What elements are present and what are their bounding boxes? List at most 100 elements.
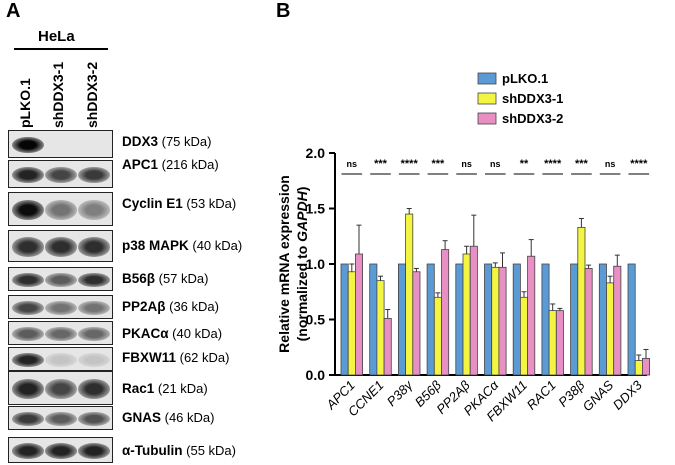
bar-shddx3-2 bbox=[441, 249, 450, 376]
blot-strip-5 bbox=[8, 267, 113, 291]
blot-band bbox=[12, 352, 44, 368]
bar-shddx3-1 bbox=[405, 213, 414, 376]
blot-protein-size: (55 kDa) bbox=[182, 443, 236, 458]
blot-strip-4 bbox=[8, 230, 113, 262]
bar-shddx3-1 bbox=[433, 296, 442, 376]
blot-label: B56β (57 kDa) bbox=[122, 271, 208, 286]
legend-swatch bbox=[477, 72, 497, 85]
blot-protein-name: B56β bbox=[122, 271, 156, 286]
blot-band bbox=[78, 352, 110, 368]
blot-band bbox=[45, 411, 77, 427]
blot-band bbox=[45, 326, 77, 342]
blot-strip-10 bbox=[8, 406, 113, 430]
bar-shddx3-2 bbox=[613, 265, 622, 376]
blot-band bbox=[78, 166, 110, 184]
blot-protein-name: FBXW11 bbox=[122, 350, 177, 365]
blot-strip-7 bbox=[8, 321, 113, 345]
blot-band bbox=[78, 411, 110, 427]
blot-protein-name: PKACα bbox=[122, 326, 169, 341]
blot-protein-size: (75 kDa) bbox=[158, 134, 212, 149]
blot-strip-2 bbox=[8, 160, 113, 188]
blot-protein-name: PP2Aβ bbox=[122, 299, 166, 314]
bar-plko-1 bbox=[340, 263, 349, 376]
panel-a-label: A bbox=[6, 0, 21, 22]
y-tick-label: 2.0 bbox=[306, 145, 326, 161]
blot-protein-name: GNAS bbox=[122, 410, 162, 425]
blot-band bbox=[12, 378, 44, 400]
blot-band bbox=[45, 166, 77, 184]
blot-label: FBXW11 (62 kDa) bbox=[122, 350, 229, 365]
bar-shddx3-2 bbox=[383, 317, 392, 376]
blot-protein-size: (216 kDa) bbox=[158, 157, 219, 172]
blot-protein-name: APC1 bbox=[122, 157, 159, 172]
significance-label: ns bbox=[347, 159, 358, 169]
bar-plko-1 bbox=[426, 263, 435, 376]
bar-shddx3-1 bbox=[520, 296, 529, 376]
bar-shddx3-2 bbox=[642, 357, 651, 376]
bar-shddx3-1 bbox=[634, 360, 643, 376]
blot-protein-size: (62 kDa) bbox=[176, 350, 230, 365]
blot-band bbox=[45, 443, 77, 459]
blot-band bbox=[12, 326, 44, 342]
legend-label: shDDX3-2 bbox=[502, 111, 563, 126]
blot-label: PKACα (40 kDa) bbox=[122, 326, 222, 341]
significance-label: *** bbox=[431, 158, 445, 170]
blot-band bbox=[78, 443, 110, 459]
x-tick-label: DDX3 bbox=[610, 377, 646, 413]
legend-swatch bbox=[477, 92, 497, 105]
significance-label: *** bbox=[374, 158, 388, 170]
blot-strip-1 bbox=[8, 130, 113, 158]
blot-label: p38 MAPK (40 kDa) bbox=[122, 238, 242, 253]
bar-plko-1 bbox=[397, 263, 406, 376]
y-tick-label: 1.5 bbox=[306, 201, 326, 217]
blot-band bbox=[78, 272, 110, 288]
blot-band bbox=[78, 326, 110, 342]
western-blot-panel: A HeLa pLKO.1 shDDX3-1 shDDX3-2 DDX3 (75… bbox=[0, 0, 300, 465]
bar-plko-1 bbox=[598, 263, 607, 376]
legend-swatch bbox=[477, 112, 497, 125]
blot-band bbox=[45, 272, 77, 288]
bar-shddx3-2 bbox=[412, 271, 421, 376]
blot-label: APC1 (216 kDa) bbox=[122, 157, 219, 172]
x-tick-label: GNAS bbox=[580, 377, 617, 414]
blot-band bbox=[45, 237, 77, 257]
y-tick-label: 0.5 bbox=[306, 312, 326, 328]
bar-shddx3-2 bbox=[555, 310, 564, 376]
blot-strip-8 bbox=[8, 347, 113, 371]
blot-band bbox=[12, 199, 44, 221]
blot-protein-size: (46 kDa) bbox=[161, 410, 215, 425]
blot-protein-name: α-Tubulin bbox=[122, 443, 183, 458]
bar-shddx3-2 bbox=[469, 245, 478, 376]
blot-band bbox=[12, 411, 44, 427]
blot-protein-size: (53 kDa) bbox=[182, 196, 237, 211]
significance-label: **** bbox=[544, 158, 562, 170]
blot-band bbox=[45, 352, 77, 368]
blot-protein-name: Cyclin E1 bbox=[122, 196, 183, 211]
significance-label: *** bbox=[575, 158, 589, 170]
bar-plko-1 bbox=[627, 263, 636, 376]
bar-shddx3-2 bbox=[498, 266, 507, 376]
bar-plko-1 bbox=[541, 263, 550, 376]
blot-band bbox=[45, 300, 77, 316]
significance-label: ns bbox=[490, 159, 501, 169]
bar-plko-1 bbox=[512, 263, 521, 376]
y-axis-label-line2: (normalized to GAPDH) bbox=[294, 187, 310, 342]
blot-band bbox=[12, 300, 44, 316]
blot-protein-name: p38 MAPK bbox=[122, 238, 189, 253]
significance-label: ns bbox=[605, 159, 616, 169]
bar-plko-1 bbox=[570, 263, 579, 376]
bar-shddx3-2 bbox=[584, 268, 593, 376]
blot-label: Rac1 (21 kDa) bbox=[122, 381, 208, 396]
bar-shddx3-1 bbox=[577, 226, 586, 376]
bar-plko-1 bbox=[455, 263, 464, 376]
blot-label: PP2Aβ (36 kDa) bbox=[122, 299, 219, 314]
blot-protein-size: (40 kDa) bbox=[188, 238, 243, 253]
blot-label: GNAS (46 kDa) bbox=[122, 410, 214, 425]
blot-protein-name: Rac1 bbox=[122, 381, 155, 396]
y-tick-label: 1.0 bbox=[306, 256, 326, 272]
significance-label: ** bbox=[520, 158, 529, 170]
blot-band bbox=[12, 272, 44, 288]
blot-strip-6 bbox=[8, 295, 113, 319]
blot-band bbox=[12, 443, 44, 459]
